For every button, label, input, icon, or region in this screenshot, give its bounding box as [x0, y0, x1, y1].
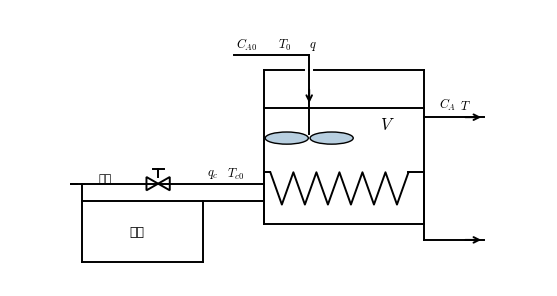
Polygon shape [158, 177, 170, 190]
Text: $T_0$: $T_0$ [278, 38, 291, 53]
Text: $q$: $q$ [309, 40, 317, 53]
Ellipse shape [310, 132, 353, 144]
Text: $q_c$: $q_c$ [207, 168, 218, 181]
Ellipse shape [265, 132, 309, 144]
Text: $T$: $T$ [460, 100, 471, 113]
Text: 冷水: 冷水 [129, 226, 144, 239]
Polygon shape [146, 177, 158, 190]
Text: 热水: 热水 [99, 174, 111, 184]
Text: $T_{c0}$: $T_{c0}$ [227, 167, 245, 182]
Text: $C_{A0}$: $C_{A0}$ [236, 36, 257, 53]
Text: $V$: $V$ [380, 117, 395, 134]
Text: $C_A$: $C_A$ [439, 97, 456, 113]
